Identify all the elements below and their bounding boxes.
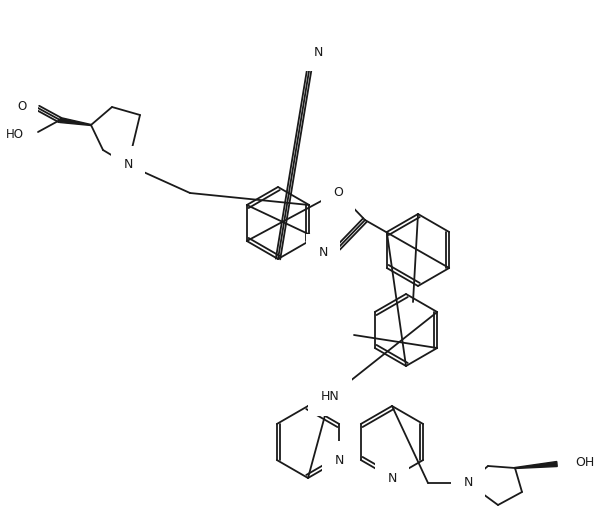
Text: N: N: [318, 247, 328, 260]
Text: HN: HN: [321, 391, 340, 404]
Text: N: N: [463, 476, 473, 490]
Polygon shape: [515, 461, 557, 469]
Text: N: N: [313, 45, 322, 58]
Text: N: N: [335, 454, 344, 466]
Polygon shape: [59, 118, 91, 125]
Text: HO: HO: [6, 127, 24, 140]
Text: O: O: [17, 101, 26, 114]
Text: O: O: [333, 185, 343, 199]
Text: N: N: [387, 472, 397, 485]
Text: OH: OH: [575, 456, 594, 469]
Text: N: N: [123, 158, 132, 171]
